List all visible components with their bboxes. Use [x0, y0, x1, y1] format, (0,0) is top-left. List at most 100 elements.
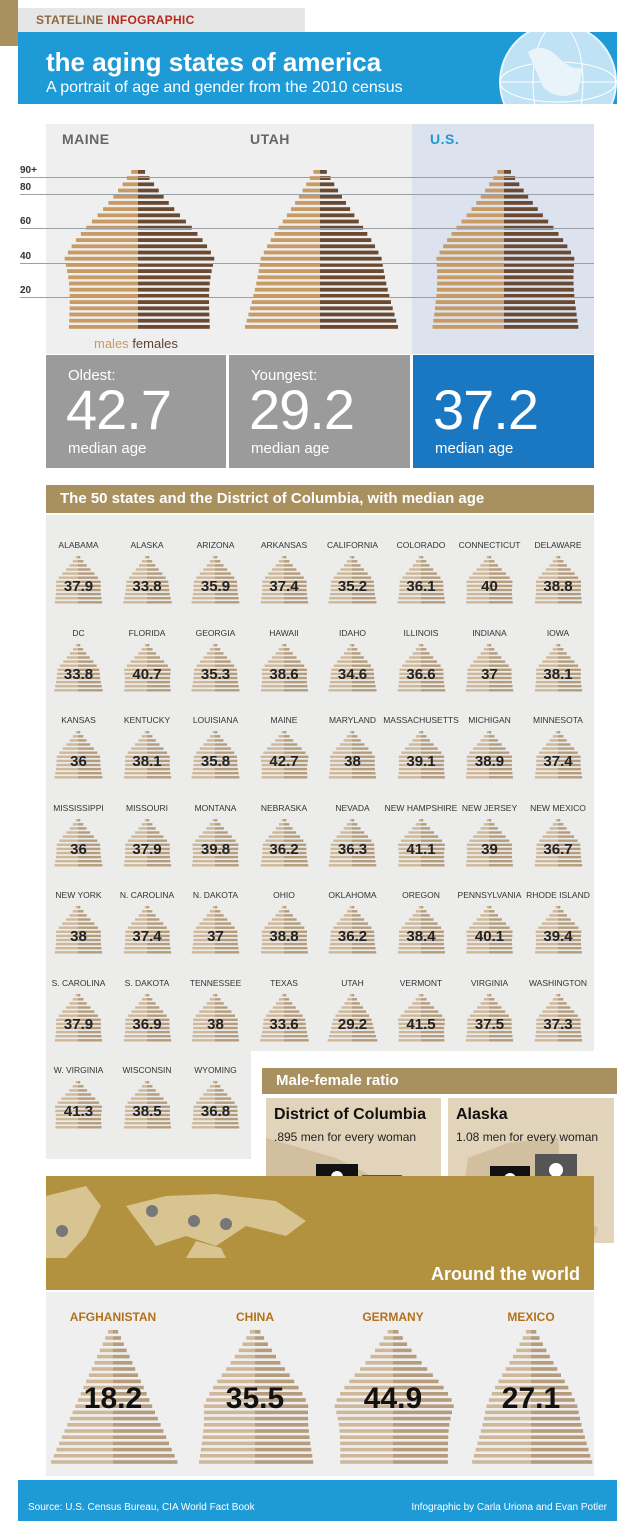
- male-bar: [130, 922, 147, 925]
- female-bar: [352, 1014, 370, 1017]
- male-bar: [343, 739, 352, 742]
- male-bar: [270, 238, 320, 242]
- male-bar: [126, 176, 138, 180]
- female-bar: [420, 938, 444, 942]
- male-bar: [274, 232, 320, 236]
- male-bar: [387, 1330, 393, 1334]
- female-bar: [215, 914, 224, 917]
- male-bar: [192, 1117, 215, 1121]
- female-bar: [557, 776, 582, 779]
- female-bar: [393, 1416, 451, 1421]
- female-bar: [78, 822, 84, 825]
- male-bar: [262, 1026, 284, 1029]
- male-bar: [66, 655, 78, 659]
- female-bar: [215, 580, 238, 583]
- male-bar: [127, 839, 147, 842]
- female-bar: [146, 818, 149, 821]
- male-bar: [272, 1005, 284, 1009]
- state-pyramid: [327, 993, 378, 1041]
- male-bar: [69, 914, 78, 917]
- state-name: NEVADA: [335, 802, 370, 813]
- female-bar: [215, 597, 239, 600]
- male-bar: [68, 325, 138, 329]
- male-bar: [334, 1404, 393, 1408]
- credit-note: Infographic by Carla Uriona and Evan Pot…: [411, 1502, 607, 1513]
- world-map-icon: [46, 1186, 306, 1258]
- male-bar: [398, 592, 421, 596]
- female-bar: [420, 588, 443, 592]
- male-bar: [275, 1001, 284, 1005]
- male-bar: [253, 294, 320, 298]
- male-bar: [412, 914, 421, 917]
- legend-females: females: [132, 336, 178, 351]
- male-bar: [203, 1423, 255, 1427]
- male-bar: [469, 926, 489, 929]
- female-bar: [78, 938, 101, 942]
- female-bar: [420, 942, 444, 946]
- male-bar: [126, 580, 147, 583]
- male-bar: [340, 918, 352, 921]
- male-bar: [534, 1038, 558, 1041]
- female-bar: [352, 906, 355, 909]
- female-bar: [78, 763, 101, 767]
- female-bar: [78, 564, 87, 567]
- male-bar: [206, 1089, 215, 1092]
- female-bar: [78, 684, 102, 687]
- male-bar: [209, 560, 215, 563]
- state-tile: VERMONT 41.5: [387, 978, 456, 1064]
- female-bar: [557, 1018, 581, 1021]
- female-bar: [320, 300, 391, 304]
- female-bar: [504, 269, 574, 273]
- female-bar: [557, 755, 581, 758]
- state-median-age: 40.1: [474, 928, 505, 945]
- male-bar: [55, 1030, 78, 1033]
- male-bar: [483, 560, 489, 563]
- female-bar: [215, 993, 218, 996]
- state-pyramid: [466, 906, 513, 954]
- state-name: KENTUCKY: [123, 715, 171, 725]
- state-name: ALASKA: [130, 540, 164, 550]
- female-bar: [283, 1038, 309, 1041]
- state-median-age: 40: [481, 578, 498, 595]
- female-bar: [215, 672, 238, 675]
- male-bar: [141, 910, 147, 913]
- female-bar: [420, 560, 426, 563]
- male-bar: [124, 855, 147, 858]
- age-label-60: 60: [20, 216, 32, 227]
- female-bar: [420, 572, 437, 575]
- female-bar: [215, 1122, 239, 1125]
- male-bar: [192, 1122, 215, 1125]
- male-bar: [138, 739, 147, 742]
- female-bar: [557, 743, 570, 746]
- state-pyramid: [465, 993, 514, 1041]
- male-bar: [62, 1009, 78, 1013]
- male-bar: [68, 275, 138, 280]
- male-bar: [199, 747, 215, 750]
- male-bar: [336, 572, 352, 575]
- female-bar: [215, 1034, 239, 1037]
- female-bar: [393, 1392, 448, 1396]
- female-bar: [420, 647, 426, 650]
- female-bar: [320, 325, 399, 329]
- state-median-age: 36.6: [406, 665, 436, 683]
- female-bar: [489, 576, 510, 579]
- male-bar: [555, 818, 558, 821]
- state-name: TEXAS: [270, 977, 298, 988]
- state-name: MAINE: [270, 715, 298, 725]
- female-bar: [146, 688, 171, 691]
- male-bar: [418, 906, 421, 909]
- female-bar: [557, 556, 560, 559]
- female-bar: [557, 751, 578, 754]
- female-bar: [489, 564, 498, 567]
- states-panel: [46, 515, 594, 1051]
- male-bar: [108, 1330, 113, 1334]
- female-bar: [489, 672, 512, 675]
- male-bar: [408, 655, 421, 659]
- female-bar: [146, 1038, 171, 1041]
- state-name: W. VIRGINIA: [53, 1065, 104, 1075]
- female-bar: [489, 834, 506, 838]
- male-bar: [193, 759, 215, 763]
- median-age-label: median age: [435, 440, 514, 457]
- male-bar: [130, 659, 147, 663]
- female-bar: [504, 232, 559, 236]
